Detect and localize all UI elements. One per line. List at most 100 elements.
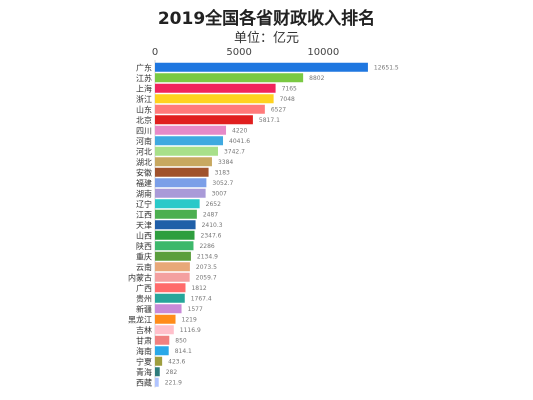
bar: [155, 283, 186, 293]
value-label: 3384: [218, 159, 233, 166]
category-label: 青海: [136, 367, 152, 377]
bar: [155, 251, 191, 261]
value-label: 3052.7: [212, 180, 233, 187]
value-label: 2487: [203, 211, 218, 218]
value-label: 2347.6: [201, 232, 222, 239]
value-label: 2134.9: [197, 253, 218, 260]
value-label: 2410.3: [202, 222, 223, 229]
bar: [155, 157, 212, 167]
category-label: 贵州: [136, 293, 152, 303]
category-label: 上海: [136, 83, 152, 93]
value-label: 2652: [206, 201, 221, 208]
category-label: 北京: [136, 115, 152, 125]
value-label: 7165: [282, 85, 297, 92]
value-label: 3183: [215, 169, 230, 176]
bar: [155, 325, 174, 335]
bar: [155, 377, 159, 387]
bar: [155, 178, 207, 188]
category-label: 广西: [136, 283, 152, 293]
bar: [155, 304, 182, 314]
bar: [155, 220, 196, 230]
bar: [155, 314, 176, 324]
category-label: 安徽: [136, 167, 152, 177]
category-label: 湖北: [136, 158, 152, 167]
value-label: 814.1: [175, 348, 192, 355]
category-label: 辽宁: [136, 199, 152, 209]
bar: [155, 188, 206, 198]
category-label: 浙江: [136, 94, 152, 104]
category-label: 山东: [136, 104, 152, 114]
value-label: 1767.4: [191, 295, 212, 302]
value-label: 5817.1: [259, 117, 280, 124]
value-label: 423.6: [168, 358, 185, 365]
value-label: 1577: [188, 306, 203, 313]
chart-title: 2019全国各省财政收入排名: [157, 9, 376, 29]
category-label: 山西: [136, 230, 152, 240]
category-label: 新疆: [136, 304, 152, 314]
bar: [155, 167, 209, 177]
category-label: 天津: [136, 220, 152, 230]
value-label: 2073.5: [196, 264, 217, 271]
bars: 广东 12651.5 江苏 8802 上海 7165 浙江 7048 山东 6527 北京 5817.…: [128, 62, 399, 387]
bar: [155, 146, 218, 156]
category-label: 江西: [136, 210, 152, 219]
value-label: 2059.7: [196, 274, 217, 281]
bar: [155, 367, 160, 377]
value-label: 2286: [199, 243, 214, 250]
value-label: 4220: [232, 127, 247, 134]
bar: [155, 272, 190, 282]
bar: [155, 115, 253, 125]
category-label: 广东: [136, 62, 152, 72]
category-label: 吉林: [136, 325, 152, 335]
bar: [155, 209, 197, 219]
category-label: 黑龙江: [128, 314, 152, 324]
value-label: 850: [175, 337, 187, 344]
category-label: 宁夏: [136, 356, 152, 366]
bar: [155, 104, 265, 114]
category-label: 江苏: [136, 73, 152, 83]
category-label: 陕西: [136, 241, 152, 251]
value-label: 3007: [212, 190, 227, 197]
x-tick-label: 10000: [307, 47, 339, 58]
category-label: 四川: [136, 126, 152, 135]
value-label: 4041.6: [229, 138, 250, 145]
category-label: 云南: [136, 262, 152, 272]
category-label: 河北: [136, 146, 152, 156]
bar: [155, 241, 194, 251]
value-label: 8802: [309, 75, 324, 82]
bar: [155, 73, 304, 83]
bar: [155, 136, 224, 146]
value-label: 12651.5: [374, 64, 399, 71]
value-label: 1116.9: [180, 327, 201, 334]
category-label: 福建: [136, 178, 152, 188]
category-label: 重庆: [136, 251, 152, 261]
value-label: 1812: [191, 285, 206, 292]
bar: [155, 62, 368, 72]
bar: [155, 230, 195, 240]
chart-subtitle: 单位：亿元: [233, 31, 299, 46]
category-label: 内蒙古: [128, 272, 152, 282]
value-label: 3742.7: [224, 148, 245, 155]
bar: [155, 335, 170, 345]
bar: [155, 293, 185, 303]
x-tick-label: 0: [152, 47, 158, 58]
value-label: 1219: [182, 316, 197, 323]
bar: [155, 94, 274, 104]
x-tick-label: 5000: [226, 47, 251, 58]
bar: [155, 83, 276, 93]
bar: [155, 199, 200, 209]
category-label: 河南: [136, 136, 152, 146]
category-label: 海南: [136, 346, 152, 356]
value-label: 6527: [271, 106, 286, 113]
value-label: 221.9: [165, 379, 182, 386]
category-label: 湖南: [136, 188, 152, 198]
bar: [155, 125, 227, 135]
category-label: 西藏: [136, 377, 152, 387]
bar: [155, 356, 163, 366]
bar: [155, 346, 169, 356]
value-label: 7048: [280, 96, 295, 103]
category-label: 甘肃: [136, 335, 152, 345]
value-label: 282: [166, 369, 178, 376]
bar: [155, 262, 190, 272]
